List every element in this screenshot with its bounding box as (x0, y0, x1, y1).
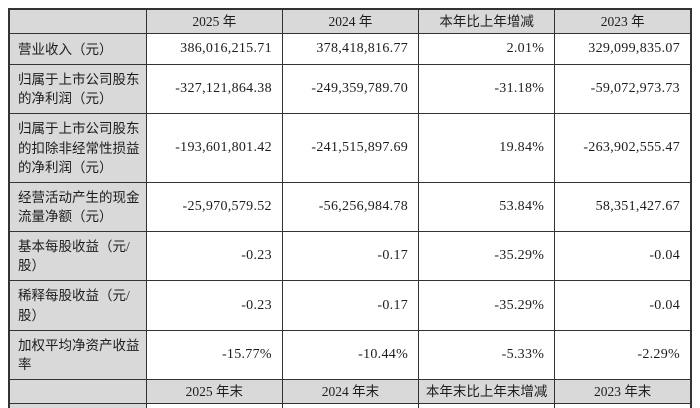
cell-value: -5.33% (418, 329, 556, 381)
cell-value: -0.17 (281, 231, 420, 282)
cell-value: -59,072,973.73 (554, 64, 692, 115)
column-header: 2023 年末 (554, 379, 692, 405)
cell-value: 378,418,816.77 (281, 33, 420, 66)
cell-value: -56,256,984.78 (281, 181, 420, 233)
cell-value: 19.84% (418, 113, 556, 183)
cell-value: -13.34% (418, 403, 556, 408)
table-row: 归属于上市公司股东的净利润（元） -327,121,864.38 -249,359,… (8, 64, 692, 115)
cell-value: -25,970,579.52 (145, 181, 283, 233)
row-label: 归属于上市公司股东的扣除非经常性损益的净利润（元） (8, 113, 147, 183)
cell-value: -15.77% (145, 329, 283, 381)
table-row: 加权平均净资产收益率 -15.77% -10.44% -5.33% -2.29% (8, 329, 692, 381)
cell-value: -31.18% (418, 64, 556, 115)
cell-value: 53.84% (418, 181, 556, 233)
column-header: 2025 年末 (145, 379, 283, 405)
row-label: 稀释每股收益（元/股） (8, 280, 147, 331)
cell-value: 386,016,215.71 (145, 33, 283, 66)
cell-value: -193,601,801.42 (145, 113, 283, 183)
financial-summary-table: 2025 年 2024 年本年比上年增减 2023 年营业收入（元） 386,016,… (8, 8, 692, 408)
cell-value: -0.23 (145, 231, 283, 282)
header-empty-cell (8, 8, 147, 35)
table-row: 归属于上市公司股东的扣除非经常性损益的净利润（元） -193,601,801.42… (8, 113, 692, 183)
column-header: 2025 年 (145, 8, 283, 35)
cell-value: -10.44% (281, 329, 420, 381)
row-label: 归属于上市公司股东的净利润（元） (8, 64, 147, 115)
cell-value: 2,572,774,144.02 (281, 403, 420, 408)
cell-value: -0.04 (554, 280, 692, 331)
header-row: 2025 年末 2024 年末 本年末比上年末增减 2023 年末 (8, 379, 692, 405)
cell-value: -35.29% (418, 280, 556, 331)
cell-value: -35.29% (418, 231, 556, 282)
column-header: 2023 年 (554, 8, 692, 35)
cell-value: -241,515,897.69 (281, 113, 420, 183)
header-row: 2025 年 2024 年本年比上年增减 2023 年 (8, 8, 692, 35)
cell-value: -0.23 (145, 280, 283, 331)
cell-value: -263,902,555.47 (554, 113, 692, 183)
table-row: 总资产（元）2,229,671,947.852,572,774,144.02-1… (8, 403, 692, 408)
row-label: 加权平均净资产收益率 (8, 329, 147, 381)
column-header: 2024 年 (281, 8, 420, 35)
header-empty-cell (8, 379, 147, 405)
table-row: 基本每股收益（元/股） -0.23 -0.17 -35.29% -0.04 (8, 231, 692, 282)
cell-value: 2,229,671,947.85 (145, 403, 283, 408)
cell-value: 2,791,941,876.15 (554, 403, 692, 408)
column-header: 2024 年末 (281, 379, 420, 405)
financial-table-body: 2025 年 2024 年本年比上年增减 2023 年营业收入（元） 386,016,… (8, 8, 692, 408)
row-label: 营业收入（元） (8, 33, 147, 66)
column-header: 本年比上年增减 (418, 8, 556, 35)
cell-value: -0.04 (554, 231, 692, 282)
row-label: 总资产（元） (8, 403, 147, 408)
cell-value: -0.17 (281, 280, 420, 331)
cell-value: -2.29% (554, 329, 692, 381)
column-header: 本年末比上年末增减 (418, 379, 556, 405)
cell-value: 58,351,427.67 (554, 181, 692, 233)
cell-value: -249,359,789.70 (281, 64, 420, 115)
table-row: 营业收入（元） 386,016,215.71 378,418,816.77 2.01%… (8, 33, 692, 66)
cell-value: -327,121,864.38 (145, 64, 283, 115)
table-row: 经营活动产生的现金流量净额（元） -25,970,579.52 -56,256,98… (8, 181, 692, 233)
cell-value: 329,099,835.07 (554, 33, 692, 66)
row-label: 基本每股收益（元/股） (8, 231, 147, 282)
table-row: 稀释每股收益（元/股） -0.23 -0.17 -35.29% -0.04 (8, 280, 692, 331)
row-label: 经营活动产生的现金流量净额（元） (8, 181, 147, 233)
cell-value: 2.01% (418, 33, 556, 66)
